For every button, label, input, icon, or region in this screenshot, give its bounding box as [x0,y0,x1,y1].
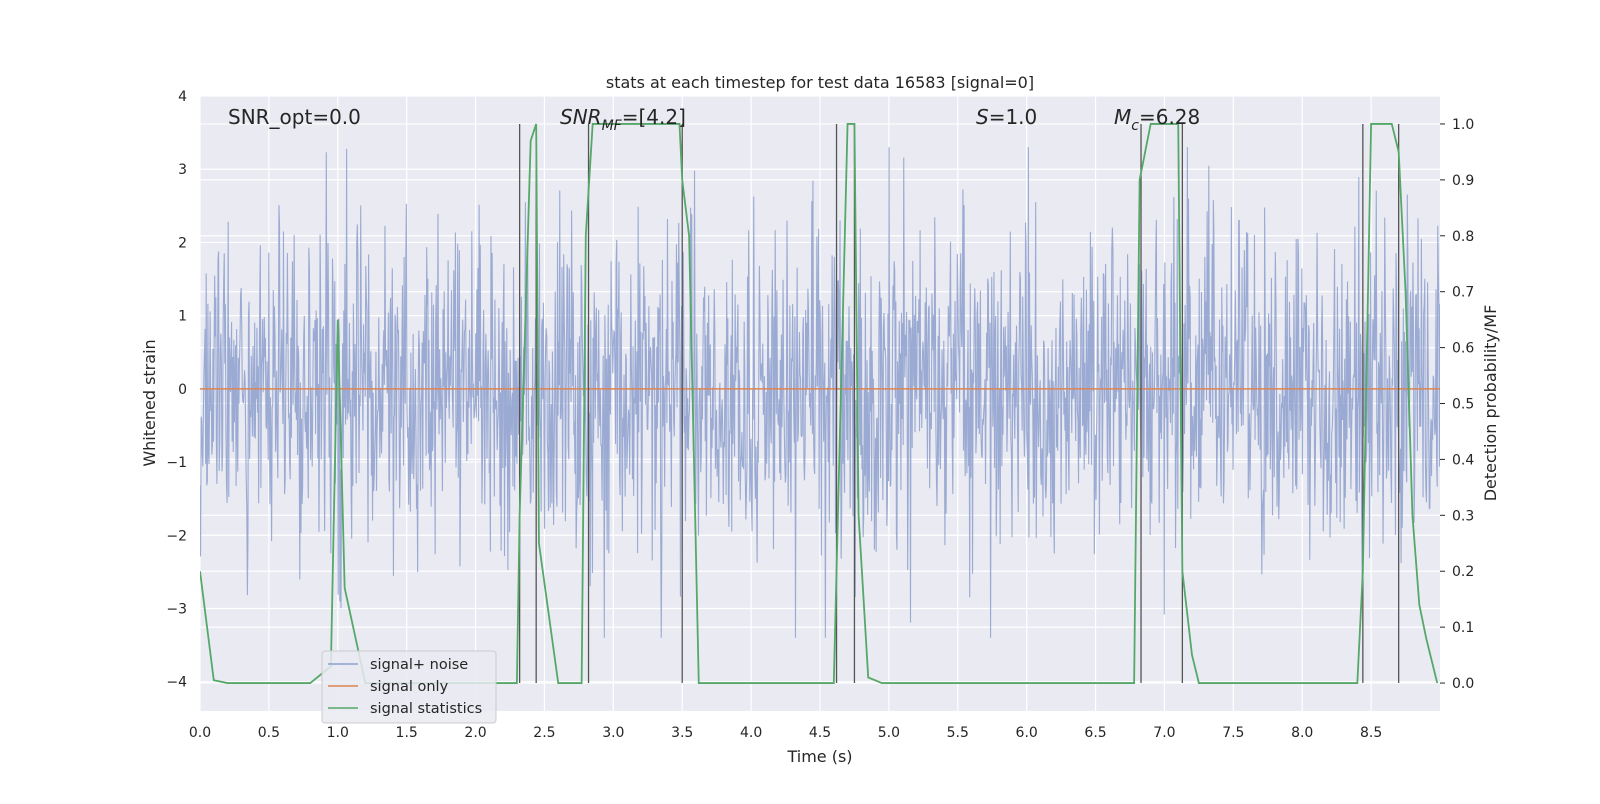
y-right-tick-label: 0.4 [1452,452,1474,468]
x-tick-label: 4.5 [809,725,831,741]
y-right-tick-label: 1.0 [1452,117,1474,133]
x-axis-label: Time (s) [786,747,852,766]
y-right-tick-label: 0.3 [1452,508,1474,524]
x-tick-label: 4.0 [740,725,762,741]
annotation-snr-mf-main: SNR [560,105,602,129]
chart-title: stats at each timestep for test data 165… [606,73,1034,92]
y-right-tick-label: 0.7 [1452,285,1474,301]
x-tick-label: 2.5 [533,725,555,741]
y-right-tick-label: 0.9 [1452,173,1474,189]
y-left-tick-label: −4 [166,675,187,691]
x-tick-label: 1.0 [327,725,349,741]
legend-label-signal-only: signal only [370,679,449,695]
x-tick-label: 6.5 [1084,725,1106,741]
x-tick-label: 0.0 [189,725,211,741]
annotation-snr-mf-tail: =[4.2] [622,105,686,129]
x-tick-label: 8.5 [1360,725,1382,741]
x-axis-ticks: 0.0 0.5 1.0 1.5 2.0 2.5 3.0 3.5 4.0 4.5 5.0 5.5 6.0 6… [189,725,1382,741]
annotation-mc-sub: c [1131,118,1139,134]
x-tick-label: 2.0 [464,725,486,741]
y-left-tick-label: 2 [178,235,187,251]
legend: signal+ noise signal only signal statist… [321,650,497,724]
annotation-s-main: S [976,105,989,129]
x-tick-label: 7.5 [1222,725,1244,741]
annotation-snr-mf: SNRMF=[4.2] [560,105,686,134]
signal-noise-line [200,147,1440,638]
y-axis-label-left: Whitened strain [140,339,159,466]
grid-lines [199,95,1440,711]
x-tick-label: 3.0 [602,725,624,741]
annotation-s: S=1.0 [976,105,1037,129]
y-axis-label-right: Detection probability/MF [1481,305,1500,502]
y-right-tick-label: 0.1 [1452,620,1474,636]
x-tick-label: 1.5 [396,725,418,741]
y-left-tick-label: 1 [178,309,187,325]
legend-label-signal-statistics: signal statistics [370,701,482,717]
annotation-s-tail: =1.0 [989,105,1038,129]
y-left-axis-ticks: −4 −3 −2 −1 0 1 2 3 4 [166,89,187,691]
y-right-tick-label: 0.0 [1452,676,1474,692]
signal-noise-series [200,147,1440,638]
y-right-tick-label: 0.8 [1452,229,1474,245]
y-left-tick-label: −2 [166,528,187,544]
annotation-mc-tail: =6.28 [1139,105,1200,129]
annotation-snr-opt: SNR_opt=0.0 [228,105,361,129]
x-tick-label: 6.0 [1016,725,1038,741]
y-right-axis-ticks: 0.0 0.1 0.2 0.3 0.4 0.5 0.6 0.7 0.8 0.9 1.0 [1440,117,1474,692]
legend-label-signal-noise: signal+ noise [370,657,468,673]
x-tick-label: 7.0 [1153,725,1175,741]
y-left-tick-label: 0 [178,382,187,398]
y-right-tick-label: 0.5 [1452,397,1474,413]
x-tick-label: 0.5 [258,725,280,741]
x-tick-label: 5.0 [878,725,900,741]
y-left-tick-label: −3 [166,602,187,618]
annotation-snr-mf-sub: MF [602,118,623,134]
annotation-mc-main: M [1114,105,1131,129]
annotation-mc: Mc=6.28 [1114,105,1200,134]
y-left-tick-label: 4 [178,89,187,105]
y-left-tick-label: −1 [166,455,187,471]
x-tick-label: 3.5 [671,725,693,741]
y-left-tick-label: 3 [178,162,187,178]
y-right-tick-label: 0.6 [1452,341,1474,357]
legend-box [321,650,497,724]
y-right-tick-label: 0.2 [1452,564,1474,580]
x-tick-label: 8.0 [1291,725,1313,741]
vertical-markers [518,123,1400,684]
x-tick-label: 5.5 [947,725,969,741]
